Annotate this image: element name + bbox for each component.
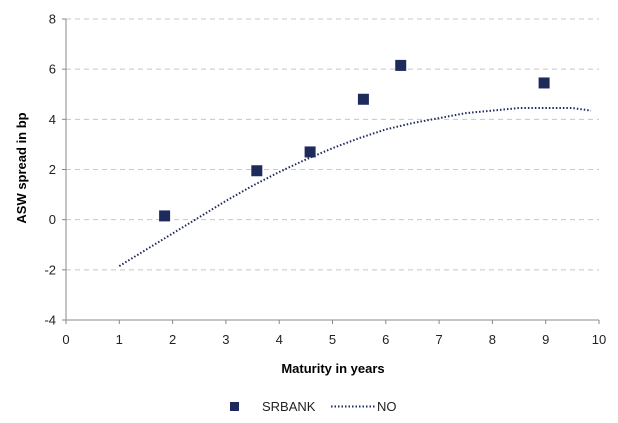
y-tick-label: -2: [44, 262, 56, 277]
x-axis-ticks: 0 1 2 3 4 5 6 7 8 9 10: [62, 320, 606, 347]
x-tick-label: 0: [62, 332, 69, 347]
data-point-srbank: [358, 94, 369, 105]
y-axis-ticks: -4 -2 0 2 4 6 8: [44, 12, 66, 328]
series-no-line: [119, 108, 591, 266]
x-tick-label: 3: [222, 332, 229, 347]
x-tick-label: 9: [542, 332, 549, 347]
x-tick-label: 6: [382, 332, 389, 347]
data-point-srbank: [159, 210, 170, 221]
data-point-srbank: [539, 77, 550, 88]
legend-marker-srbank: [230, 402, 239, 411]
legend-label-no: NO: [377, 399, 397, 414]
y-tick-label: 6: [49, 62, 56, 77]
x-tick-label: 2: [169, 332, 176, 347]
y-tick-label: 2: [49, 162, 56, 177]
y-tick-label: 4: [49, 112, 56, 127]
y-axis-title: ASW spread in bp: [14, 112, 29, 223]
x-tick-label: 1: [116, 332, 123, 347]
x-tick-label: 4: [276, 332, 283, 347]
x-tick-label: 5: [329, 332, 336, 347]
y-tick-label: 0: [49, 212, 56, 227]
data-point-srbank: [305, 146, 316, 157]
series-line-no: [119, 108, 591, 266]
data-point-srbank: [395, 60, 406, 71]
data-point-srbank: [251, 165, 262, 176]
x-tick-label: 10: [592, 332, 606, 347]
y-tick-label: -4: [44, 313, 56, 328]
x-tick-label: 8: [489, 332, 496, 347]
x-tick-label: 7: [435, 332, 442, 347]
y-tick-label: 8: [49, 12, 56, 27]
grid-lines: [66, 19, 599, 270]
x-axis-title: Maturity in years: [281, 361, 384, 376]
legend-label-srbank: SRBANK: [262, 399, 316, 414]
legend: SRBANK NO: [230, 399, 397, 414]
